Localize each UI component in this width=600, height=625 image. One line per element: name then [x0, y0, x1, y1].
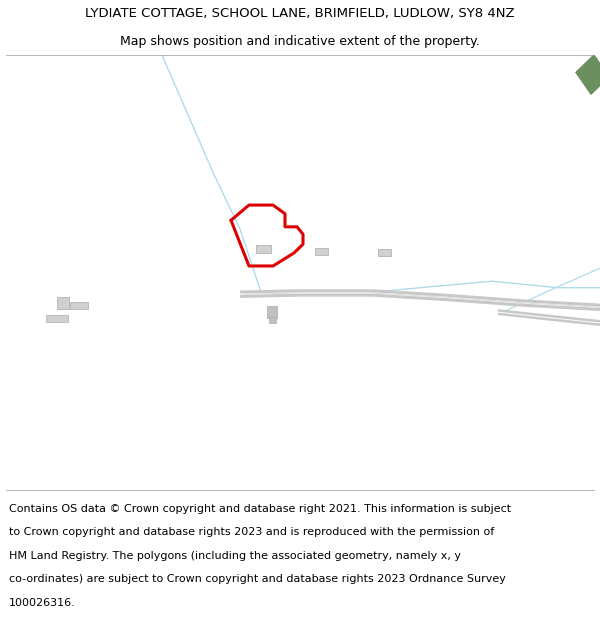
Text: Map shows position and indicative extent of the property.: Map shows position and indicative extent… [120, 35, 480, 48]
Text: Contains OS data © Crown copyright and database right 2021. This information is : Contains OS data © Crown copyright and d… [9, 504, 511, 514]
Text: LYDIATE COTTAGE, SCHOOL LANE, BRIMFIELD, LUDLOW, SY8 4NZ: LYDIATE COTTAGE, SCHOOL LANE, BRIMFIELD,… [85, 8, 515, 20]
Bar [267, 306, 277, 318]
Bar [57, 298, 69, 309]
Text: co-ordinates) are subject to Crown copyright and database rights 2023 Ordnance S: co-ordinates) are subject to Crown copyr… [9, 574, 506, 584]
Bar [378, 249, 391, 256]
Bar [315, 248, 328, 255]
Bar [70, 302, 88, 309]
Bar [46, 315, 68, 322]
Text: 100026316.: 100026316. [9, 598, 76, 608]
Text: to Crown copyright and database rights 2023 and is reproduced with the permissio: to Crown copyright and database rights 2… [9, 527, 494, 537]
Text: HM Land Registry. The polygons (including the associated geometry, namely x, y: HM Land Registry. The polygons (includin… [9, 551, 461, 561]
Bar [256, 245, 271, 253]
Polygon shape [576, 55, 600, 94]
Bar [269, 318, 276, 322]
